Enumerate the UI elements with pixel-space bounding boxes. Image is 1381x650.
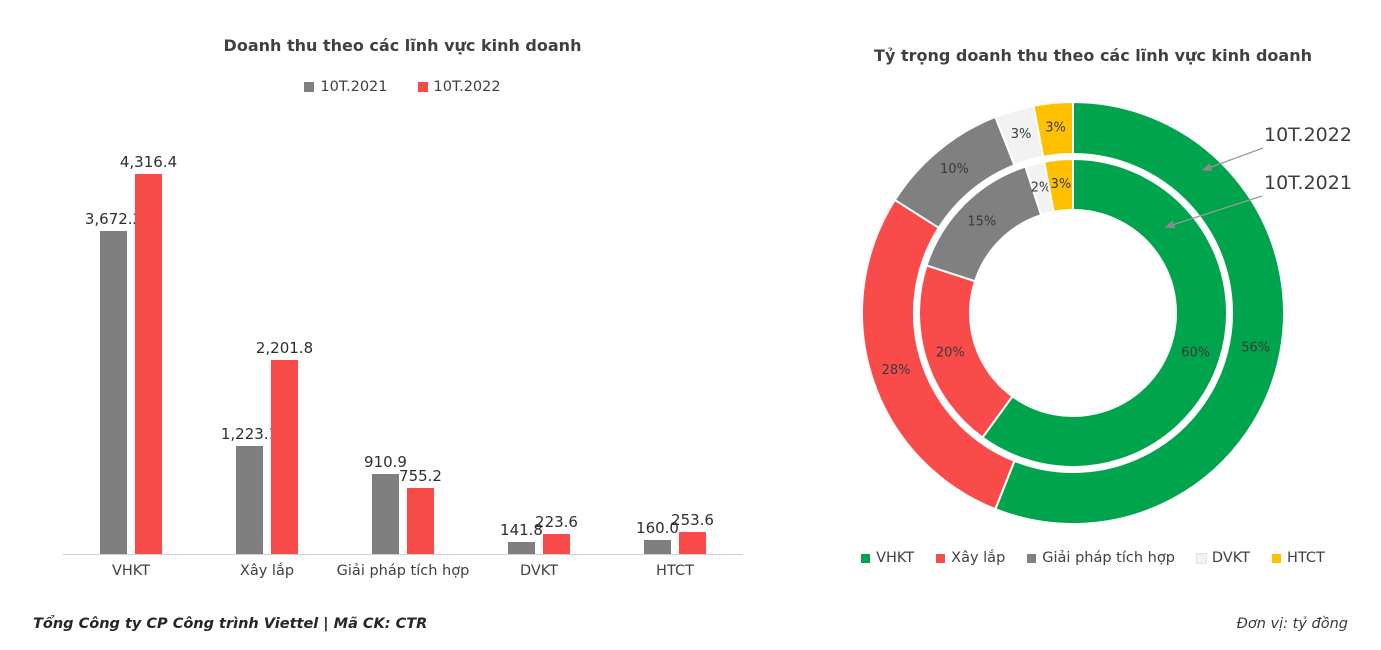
legend-label: 10T.2021 [320, 79, 388, 95]
legend-swatch-icon [936, 553, 946, 563]
legend-swatch-icon [861, 553, 871, 563]
bar-10T.2022-Giải pháp tích hợp: 755.2 [399, 467, 442, 554]
bar-group-Xây lắp: 1,223.1 2,201.8 [199, 175, 335, 554]
bar-value-label: 3,672.2 [84, 210, 143, 228]
legend-swatch-icon [1272, 553, 1281, 563]
bar-value-label: 223.6 [535, 513, 578, 531]
donut-chart-legend: VHKT Xây lắp Giải pháp tích hợp DVKT HTCT [813, 550, 1373, 566]
donut-legend-item-HTCT: HTCT [1272, 550, 1325, 566]
donut-percent-label: 3% [1051, 177, 1072, 192]
bar-10T.2021-HTCT: 160.0 [636, 519, 679, 554]
donut-legend-item-VHKT: VHKT [861, 550, 914, 566]
legend-swatch-icon [417, 82, 428, 92]
donut-percent-label: 56% [1241, 340, 1270, 355]
legend-swatch-icon [1027, 553, 1037, 563]
bar-chart-legend: 10T.2021 10T.2022 [45, 79, 760, 95]
donut-percent-label: 10% [940, 162, 969, 177]
bar-10T.2022-Xây lắp: 2,201.8 [256, 339, 313, 554]
bar-chart-title: Doanh thu theo các lĩnh vực kinh doanh [223, 36, 582, 55]
donut-percent-label: 20% [936, 345, 965, 360]
donut-legend-item-DVKT: DVKT [1195, 550, 1250, 566]
category-label-HTCT: HTCT [656, 563, 694, 579]
bar-value-label: 4,316.4 [119, 153, 178, 171]
donut-percent-label: 3% [1045, 120, 1066, 135]
legend-label: Giải pháp tích hợp [1042, 550, 1175, 566]
donut-segment-10T.2021-VHKT [981, 158, 1228, 468]
legend-swatch-icon [1195, 552, 1207, 564]
donut-segment-10T.2022-HTCT [1032, 101, 1074, 158]
bar-group-DVKT: 141.8 223.6 [471, 175, 607, 554]
category-label-Xây lắp: Xây lắp [239, 563, 295, 579]
unit-footnote: Đơn vị: tỷ đồng [1236, 616, 1348, 632]
bar-group-Giải pháp tích hợp: 910.9 755.2 [335, 175, 471, 554]
donut-segment-10T.2021-HTCT [1043, 158, 1074, 213]
bar-value-label: 253.6 [671, 511, 714, 529]
bar-10T.2022-DVKT: 223.6 [535, 513, 578, 554]
bar-group-HTCT: 160.0 253.6 [607, 175, 743, 554]
donut-legend-item-Giải pháp tích hợp: Giải pháp tích hợp [1027, 550, 1175, 566]
legend-label: DVKT [1211, 550, 1250, 566]
arrow-to-inner-ring [1164, 195, 1263, 229]
legend-item-10T.2021: 10T.2021 [304, 79, 388, 95]
legend-label: Xây lắp [951, 550, 1006, 566]
bar-10T.2021-Xây lắp: 1,223.1 [221, 425, 278, 554]
bar-group-VHKT: 3,672.2 4,316.4 [63, 153, 199, 554]
category-label-Giải pháp tích hợp: Giải pháp tích hợp [336, 563, 470, 579]
bar-value-label: 160.0 [636, 519, 679, 537]
donut-percent-label: 60% [1181, 345, 1210, 360]
legend-label: 10T.2022 [433, 79, 501, 95]
bar-10T.2021-DVKT: 141.8 [500, 521, 543, 554]
legend-item-10T.2022: 10T.2022 [417, 79, 501, 95]
annotation-arrows [1164, 147, 1264, 229]
donut-legend-item-Xây lắp: Xây lắp [936, 550, 1005, 566]
legend-label: VHKT [876, 550, 915, 566]
bar-10T.2021-VHKT: 3,672.2 [85, 210, 142, 554]
bar-value-label: 910.9 [364, 453, 407, 471]
bar-value-label: 141.8 [500, 521, 543, 539]
inner-ring-year-label: 10T.2021 [1264, 172, 1352, 194]
bar-value-label: 1,223.1 [220, 425, 279, 443]
bar-10T.2022-VHKT: 4,316.4 [120, 153, 177, 554]
donut-percent-label: 28% [882, 363, 911, 378]
donut-chart-title: Tỷ trọng doanh thu theo các lĩnh vực kin… [874, 46, 1312, 65]
legend-label: HTCT [1287, 550, 1325, 566]
bar-value-label: 2,201.8 [255, 339, 314, 357]
category-label-VHKT: VHKT [111, 563, 151, 579]
category-label-DVKT: DVKT [519, 563, 559, 579]
outer-ring-year-label: 10T.2022 [1264, 124, 1352, 146]
donut-segment-10T.2022-VHKT [994, 101, 1285, 525]
bar-10T.2022-HTCT: 253.6 [671, 511, 714, 554]
bar-plot-area: 3,672.2 4,316.4 1,223.1 2,201.8 910.9 755.2 14… [63, 153, 743, 555]
donut-chart: 56%28%10%3% 3%60%20%15%2% 3% [861, 101, 1285, 525]
bar-value-label: 755.2 [399, 467, 442, 485]
donut-percent-label: 15% [967, 214, 996, 229]
donut-percent-label: 3% [1011, 127, 1032, 142]
bar-10T.2021-Giải pháp tích hợp: 910.9 [364, 453, 407, 554]
bar-category-axis: VHKT Xây lắp Giải pháp tích hợp DVKT HTCT [63, 563, 743, 579]
legend-swatch-icon [304, 82, 315, 92]
company-footnote: Tổng Công ty CP Công trình Viettel | Mã … [33, 616, 428, 632]
donut-percent-label: 2% [1031, 181, 1052, 196]
arrow-to-outer-ring [1201, 147, 1264, 172]
